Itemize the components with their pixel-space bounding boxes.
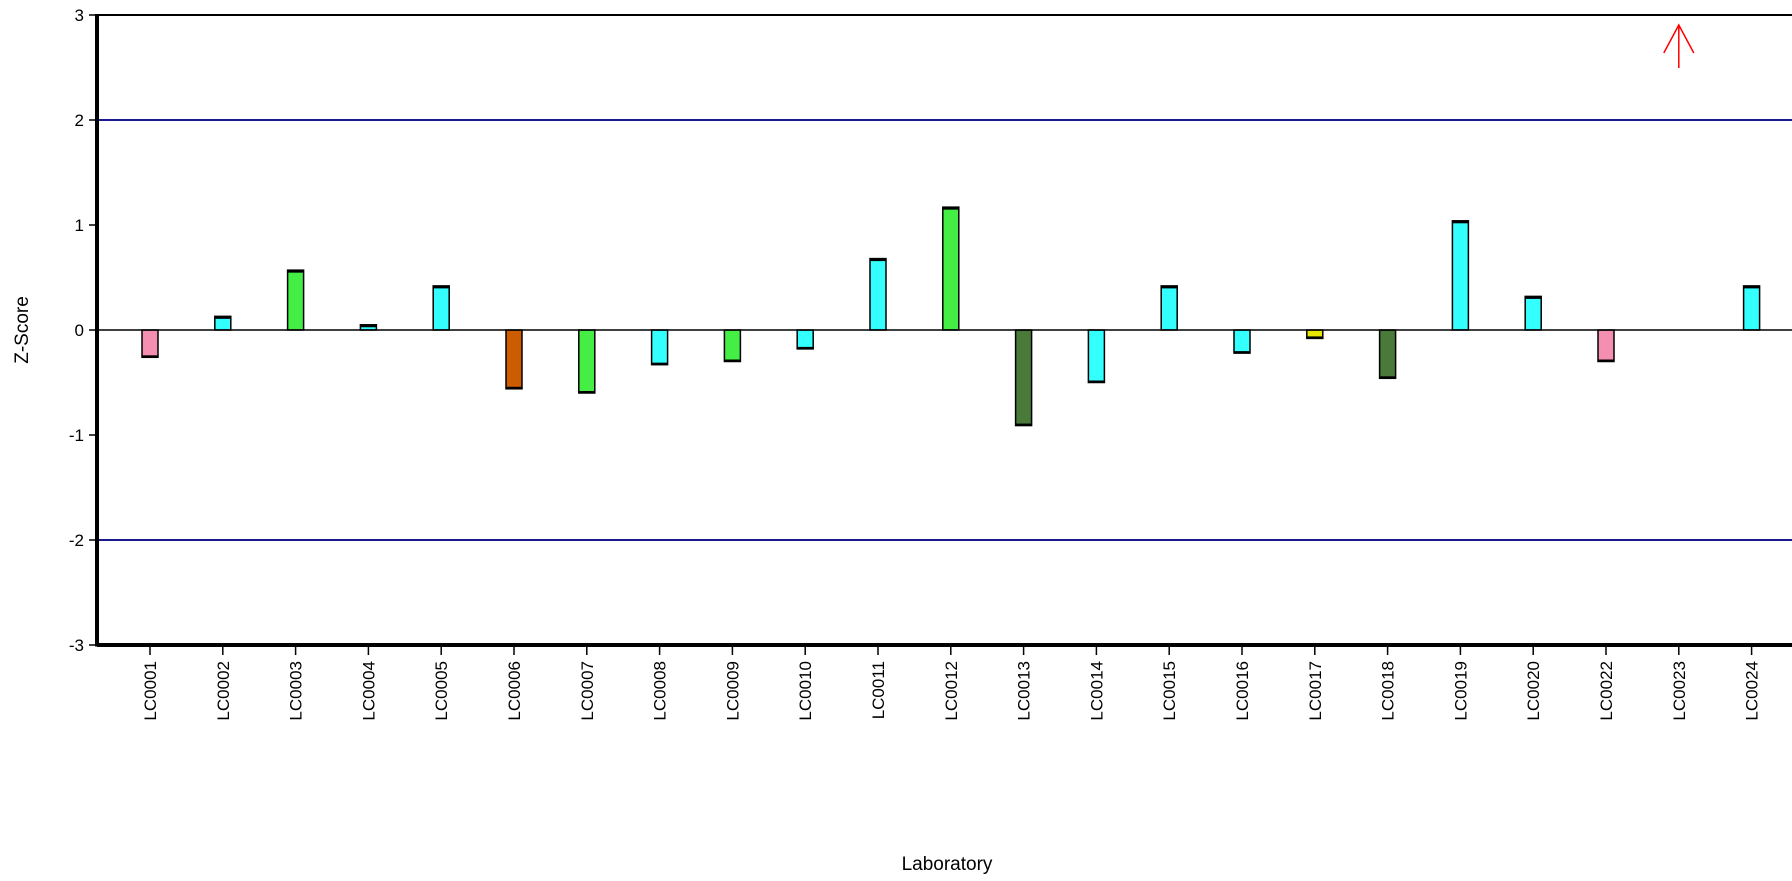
- bar-end-lc0017: [1307, 336, 1323, 339]
- axes: -3 -2 -1 0 1 2 3 LC0001 LC0002 LC0003 LC0004 LC0005…: [69, 6, 1792, 721]
- bar-end-lc0016: [1234, 351, 1250, 354]
- bar-lc0022: [1598, 330, 1614, 362]
- y-tick-label: 2: [75, 111, 84, 130]
- bar-end-lc0015: [1161, 286, 1177, 289]
- bar-end-lc0019: [1452, 221, 1468, 224]
- bar-end-lc0013: [1016, 424, 1032, 427]
- bar-lc0018: [1380, 330, 1396, 378]
- bar-lc0013: [1016, 330, 1032, 426]
- x-tick-label: LC0011: [869, 661, 888, 719]
- y-tick-label: -3: [69, 636, 84, 655]
- bar-lc0005: [433, 286, 449, 330]
- bar-lc0003: [288, 270, 304, 330]
- x-tick-label: LC0001: [141, 661, 160, 721]
- y-axis-label: Z-Score: [12, 296, 33, 364]
- bar-lc0024: [1744, 286, 1760, 330]
- bar-end-lc0008: [652, 363, 668, 366]
- bar-lc0010: [797, 330, 813, 349]
- y-tick-label: 1: [75, 216, 84, 235]
- bar-lc0006: [506, 330, 522, 389]
- x-tick-label: LC0004: [359, 661, 378, 721]
- x-tick-label: LC0008: [651, 661, 670, 721]
- x-tick-label: LC0020: [1524, 661, 1543, 721]
- bar-lc0019: [1452, 221, 1468, 330]
- x-tick-label: LC0002: [214, 661, 233, 721]
- bar-end-lc0004: [360, 325, 376, 328]
- bar-end-lc0002: [215, 316, 231, 319]
- labels: Z-Score Laboratory: [12, 296, 993, 875]
- x-tick-label: LC0019: [1451, 661, 1470, 721]
- x-tick-label: LC0018: [1379, 661, 1398, 721]
- bar-end-lc0007: [579, 391, 595, 394]
- bars: [142, 25, 1760, 426]
- bar-end-lc0018: [1380, 376, 1396, 379]
- bar-end-lc0022: [1598, 360, 1614, 363]
- x-tick-label: LC0003: [287, 661, 306, 721]
- x-tick-label: LC0016: [1233, 661, 1252, 721]
- x-axis-label: Laboratory: [902, 854, 993, 875]
- bar-end-lc0011: [870, 259, 886, 262]
- x-tick-label: LC0007: [578, 661, 597, 721]
- x-tick-label: LC0015: [1160, 661, 1179, 721]
- bar-end-lc0009: [724, 360, 740, 363]
- bar-lc0007: [579, 330, 595, 393]
- x-tick-label: LC0023: [1670, 661, 1689, 721]
- x-tick-label: LC0013: [1015, 661, 1034, 721]
- x-tick-label: LC0005: [432, 661, 451, 721]
- x-tick-label: LC0024: [1743, 661, 1762, 721]
- bar-end-lc0001: [142, 355, 158, 358]
- y-tick-label: -1: [69, 426, 84, 445]
- x-tick-label: LC0014: [1087, 661, 1106, 721]
- bar-lc0015: [1161, 286, 1177, 330]
- x-tick-label: LC0010: [796, 661, 815, 721]
- bar-lc0016: [1234, 330, 1250, 353]
- bar-end-lc0024: [1744, 286, 1760, 289]
- bar-lc0020: [1525, 296, 1541, 330]
- bar-lc0012: [943, 207, 959, 330]
- y-tick-label: -2: [69, 531, 84, 550]
- x-tick-label: LC0022: [1597, 661, 1616, 721]
- bar-end-lc0006: [506, 387, 522, 390]
- bar-end-lc0020: [1525, 296, 1541, 299]
- x-tick-label: LC0017: [1306, 661, 1325, 721]
- bar-lc0009: [724, 330, 740, 362]
- x-tick-label: LC0012: [942, 661, 961, 721]
- bar-end-lc0014: [1088, 381, 1104, 384]
- bar-end-lc0010: [797, 347, 813, 350]
- bar-end-lc0003: [288, 270, 304, 273]
- y-tick-label: 0: [75, 321, 84, 340]
- bar-end-lc0005: [433, 286, 449, 289]
- x-tick-label: LC0009: [723, 661, 742, 721]
- y-tick-label: 3: [75, 6, 84, 25]
- bar-lc0014: [1088, 330, 1104, 383]
- bar-end-lc0012: [943, 207, 959, 210]
- bar-lc0011: [870, 259, 886, 330]
- x-tick-label: LC0006: [505, 661, 524, 721]
- bar-lc0008: [652, 330, 668, 365]
- bar-lc0001: [142, 330, 158, 357]
